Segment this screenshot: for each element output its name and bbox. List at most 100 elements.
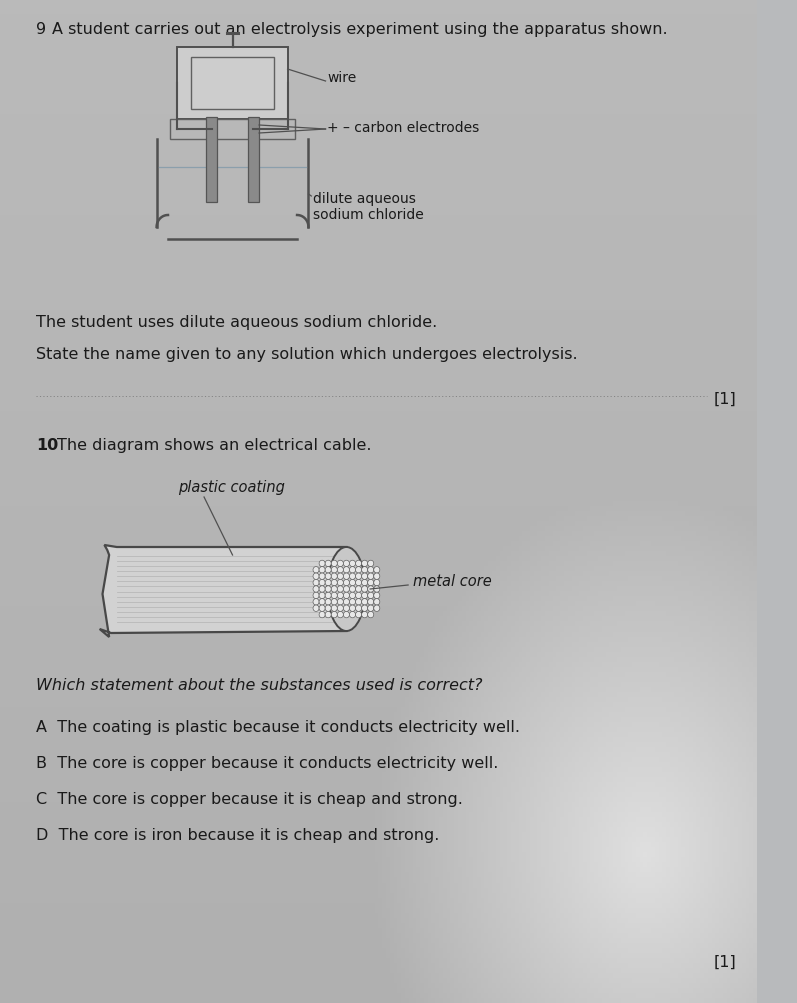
Text: + – carbon electrodes: + – carbon electrodes: [328, 121, 480, 134]
Circle shape: [319, 574, 325, 580]
Bar: [190, 58, 274, 110]
Text: dilute aqueous
sodium chloride: dilute aqueous sodium chloride: [313, 192, 424, 222]
Circle shape: [367, 580, 374, 586]
Circle shape: [344, 561, 349, 567]
Text: D  The core is iron because it is cheap and strong.: D The core is iron because it is cheap a…: [36, 827, 439, 843]
Circle shape: [362, 574, 367, 580]
Circle shape: [344, 586, 349, 593]
Circle shape: [325, 574, 332, 580]
Circle shape: [349, 606, 355, 612]
Circle shape: [367, 593, 374, 599]
Circle shape: [374, 586, 380, 593]
Text: B  The core is copper because it conducts electricity well.: B The core is copper because it conducts…: [36, 755, 498, 770]
Circle shape: [319, 599, 325, 606]
Circle shape: [367, 561, 374, 567]
Circle shape: [355, 599, 362, 606]
Circle shape: [349, 586, 355, 593]
Text: A student carries out an electrolysis experiment using the apparatus shown.: A student carries out an electrolysis ex…: [52, 22, 668, 37]
Circle shape: [344, 612, 349, 618]
Circle shape: [332, 561, 337, 567]
Text: wire: wire: [328, 71, 357, 85]
Circle shape: [319, 580, 325, 586]
Circle shape: [313, 593, 319, 599]
Circle shape: [319, 561, 325, 567]
Circle shape: [319, 612, 325, 618]
Circle shape: [362, 612, 367, 618]
Circle shape: [332, 574, 337, 580]
Circle shape: [349, 574, 355, 580]
Circle shape: [319, 606, 325, 612]
Text: Which statement about the substances used is correct?: Which statement about the substances use…: [36, 677, 482, 692]
Circle shape: [367, 606, 374, 612]
Text: 10: 10: [36, 437, 58, 452]
Text: [1]: [1]: [714, 954, 736, 969]
Circle shape: [337, 580, 344, 586]
Text: State the name given to any solution which undergoes electrolysis.: State the name given to any solution whi…: [36, 347, 578, 362]
Circle shape: [325, 599, 332, 606]
Text: A  The coating is plastic because it conducts electricity well.: A The coating is plastic because it cond…: [36, 719, 520, 734]
Circle shape: [332, 606, 337, 612]
Text: The student uses dilute aqueous sodium chloride.: The student uses dilute aqueous sodium c…: [36, 315, 438, 330]
Circle shape: [344, 606, 349, 612]
Circle shape: [313, 599, 319, 606]
Text: C  The core is copper because it is cheap and strong.: C The core is copper because it is cheap…: [36, 791, 463, 806]
Circle shape: [355, 593, 362, 599]
Circle shape: [337, 561, 344, 567]
Bar: [178, 48, 288, 120]
Circle shape: [332, 593, 337, 599]
Circle shape: [337, 606, 344, 612]
Circle shape: [332, 567, 337, 574]
Circle shape: [374, 574, 380, 580]
Circle shape: [319, 586, 325, 593]
Circle shape: [325, 561, 332, 567]
Ellipse shape: [328, 548, 365, 631]
Circle shape: [367, 612, 374, 618]
Circle shape: [337, 612, 344, 618]
Text: metal core: metal core: [413, 574, 492, 589]
Circle shape: [362, 606, 367, 612]
Circle shape: [355, 561, 362, 567]
Circle shape: [344, 580, 349, 586]
Circle shape: [367, 586, 374, 593]
Circle shape: [325, 612, 332, 618]
Circle shape: [362, 593, 367, 599]
Circle shape: [374, 599, 380, 606]
Circle shape: [374, 593, 380, 599]
Circle shape: [337, 599, 344, 606]
Circle shape: [362, 561, 367, 567]
Circle shape: [319, 567, 325, 574]
Bar: [206, 118, 218, 203]
Circle shape: [367, 567, 374, 574]
Circle shape: [362, 586, 367, 593]
Circle shape: [325, 567, 332, 574]
Circle shape: [344, 599, 349, 606]
Circle shape: [355, 574, 362, 580]
Bar: [248, 118, 259, 203]
Text: [1]: [1]: [714, 391, 736, 406]
Circle shape: [362, 567, 367, 574]
Polygon shape: [100, 546, 347, 637]
Circle shape: [337, 593, 344, 599]
Circle shape: [367, 599, 374, 606]
Text: 9: 9: [36, 22, 46, 37]
Circle shape: [332, 586, 337, 593]
Circle shape: [355, 606, 362, 612]
Circle shape: [332, 580, 337, 586]
Circle shape: [344, 567, 349, 574]
Circle shape: [374, 580, 380, 586]
Text: plastic coating: plastic coating: [179, 479, 285, 494]
Circle shape: [355, 586, 362, 593]
Circle shape: [332, 612, 337, 618]
Circle shape: [374, 567, 380, 574]
Circle shape: [319, 593, 325, 599]
Circle shape: [313, 567, 319, 574]
Circle shape: [313, 586, 319, 593]
Circle shape: [355, 580, 362, 586]
Circle shape: [325, 580, 332, 586]
Bar: [248, 122, 259, 137]
Circle shape: [344, 593, 349, 599]
Circle shape: [362, 580, 367, 586]
Circle shape: [337, 574, 344, 580]
Text: The diagram shows an electrical cable.: The diagram shows an electrical cable.: [57, 437, 371, 452]
Circle shape: [313, 606, 319, 612]
